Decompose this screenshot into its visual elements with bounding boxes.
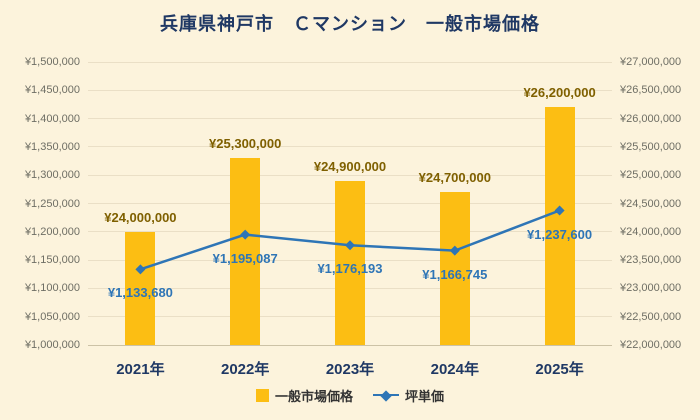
y-axis-tick-right: ¥22,500,000 (620, 310, 682, 323)
x-axis-label: 2025年 (535, 361, 584, 378)
y-axis-tick-left: ¥1,000,000 (24, 339, 80, 351)
bar-swatch-icon (255, 389, 269, 402)
x-axis-label: 2023年 (325, 361, 375, 378)
y-axis-tick-right: ¥24,500,000 (620, 197, 682, 210)
bar-value-label: ¥24,900,000 (313, 158, 387, 174)
y-axis-tick-left: ¥1,050,000 (24, 310, 80, 323)
legend-label-market-price: 一般市場価格 (274, 389, 353, 404)
y-axis-tick-left: ¥1,100,000 (24, 282, 80, 295)
line-value-label: ¥1,133,680 (107, 285, 173, 301)
x-axis-label: 2021年 (116, 361, 165, 378)
legend-item-tsubo-price: 坪単価 (373, 386, 444, 405)
gridline (88, 61, 612, 63)
y-axis-tick-left: ¥1,300,000 (24, 169, 80, 182)
y-axis-tick-right: ¥24,000,000 (620, 225, 682, 238)
line-value-label: ¥1,237,600 (527, 226, 593, 242)
y-axis-tick-left: ¥1,450,000 (24, 84, 80, 97)
gridline (88, 118, 612, 120)
gridline (88, 146, 612, 148)
y-axis-tick-right: ¥26,000,000 (620, 112, 682, 125)
legend-label-tsubo-price: 坪単価 (405, 389, 445, 404)
y-axis-tick-left: ¥1,250,000 (24, 197, 80, 210)
y-axis-tick-right: ¥27,000,000 (620, 56, 682, 68)
x-axis-label: 2022年 (221, 361, 270, 378)
bar-value-label: ¥26,200,000 (523, 85, 596, 101)
line-value-label: ¥1,166,745 (422, 266, 488, 282)
legend: 一般市場価格 坪単価 (0, 386, 700, 405)
gridline (88, 89, 612, 91)
gridline (88, 174, 612, 176)
y-axis-tick-right: ¥25,000,000 (620, 169, 682, 182)
legend-item-market-price: 一般市場価格 (255, 386, 353, 405)
y-axis-tick-left: ¥1,500,000 (24, 56, 80, 68)
bar-value-label: ¥25,300,000 (209, 136, 282, 152)
y-axis-tick-right: ¥22,000,000 (620, 339, 682, 351)
line-value-label: ¥1,176,193 (317, 261, 383, 277)
bar-value-label: ¥24,000,000 (104, 209, 177, 225)
y-axis-tick-right: ¥26,500,000 (620, 84, 682, 97)
y-axis-tick-left: ¥1,150,000 (24, 254, 80, 267)
y-axis-tick-right: ¥23,000,000 (620, 282, 682, 295)
bar-value-label: ¥24,700,000 (418, 170, 491, 186)
x-axis-label: 2024年 (430, 361, 479, 378)
diamond-marker-icon (380, 389, 392, 402)
line-swatch-icon (373, 389, 399, 402)
y-axis-tick-left: ¥1,400,000 (24, 112, 80, 125)
line-value-label: ¥1,195,087 (212, 250, 278, 266)
gridline (88, 344, 612, 346)
y-axis-tick-right: ¥25,500,000 (620, 140, 682, 153)
chart-title: 兵庫県神戸市 Ｃマンション 一般市場価格 (160, 14, 540, 34)
y-axis-tick-left: ¥1,200,000 (24, 225, 80, 238)
y-axis-tick-left: ¥1,350,000 (24, 140, 80, 153)
y-axis-tick-right: ¥23,500,000 (620, 254, 682, 267)
